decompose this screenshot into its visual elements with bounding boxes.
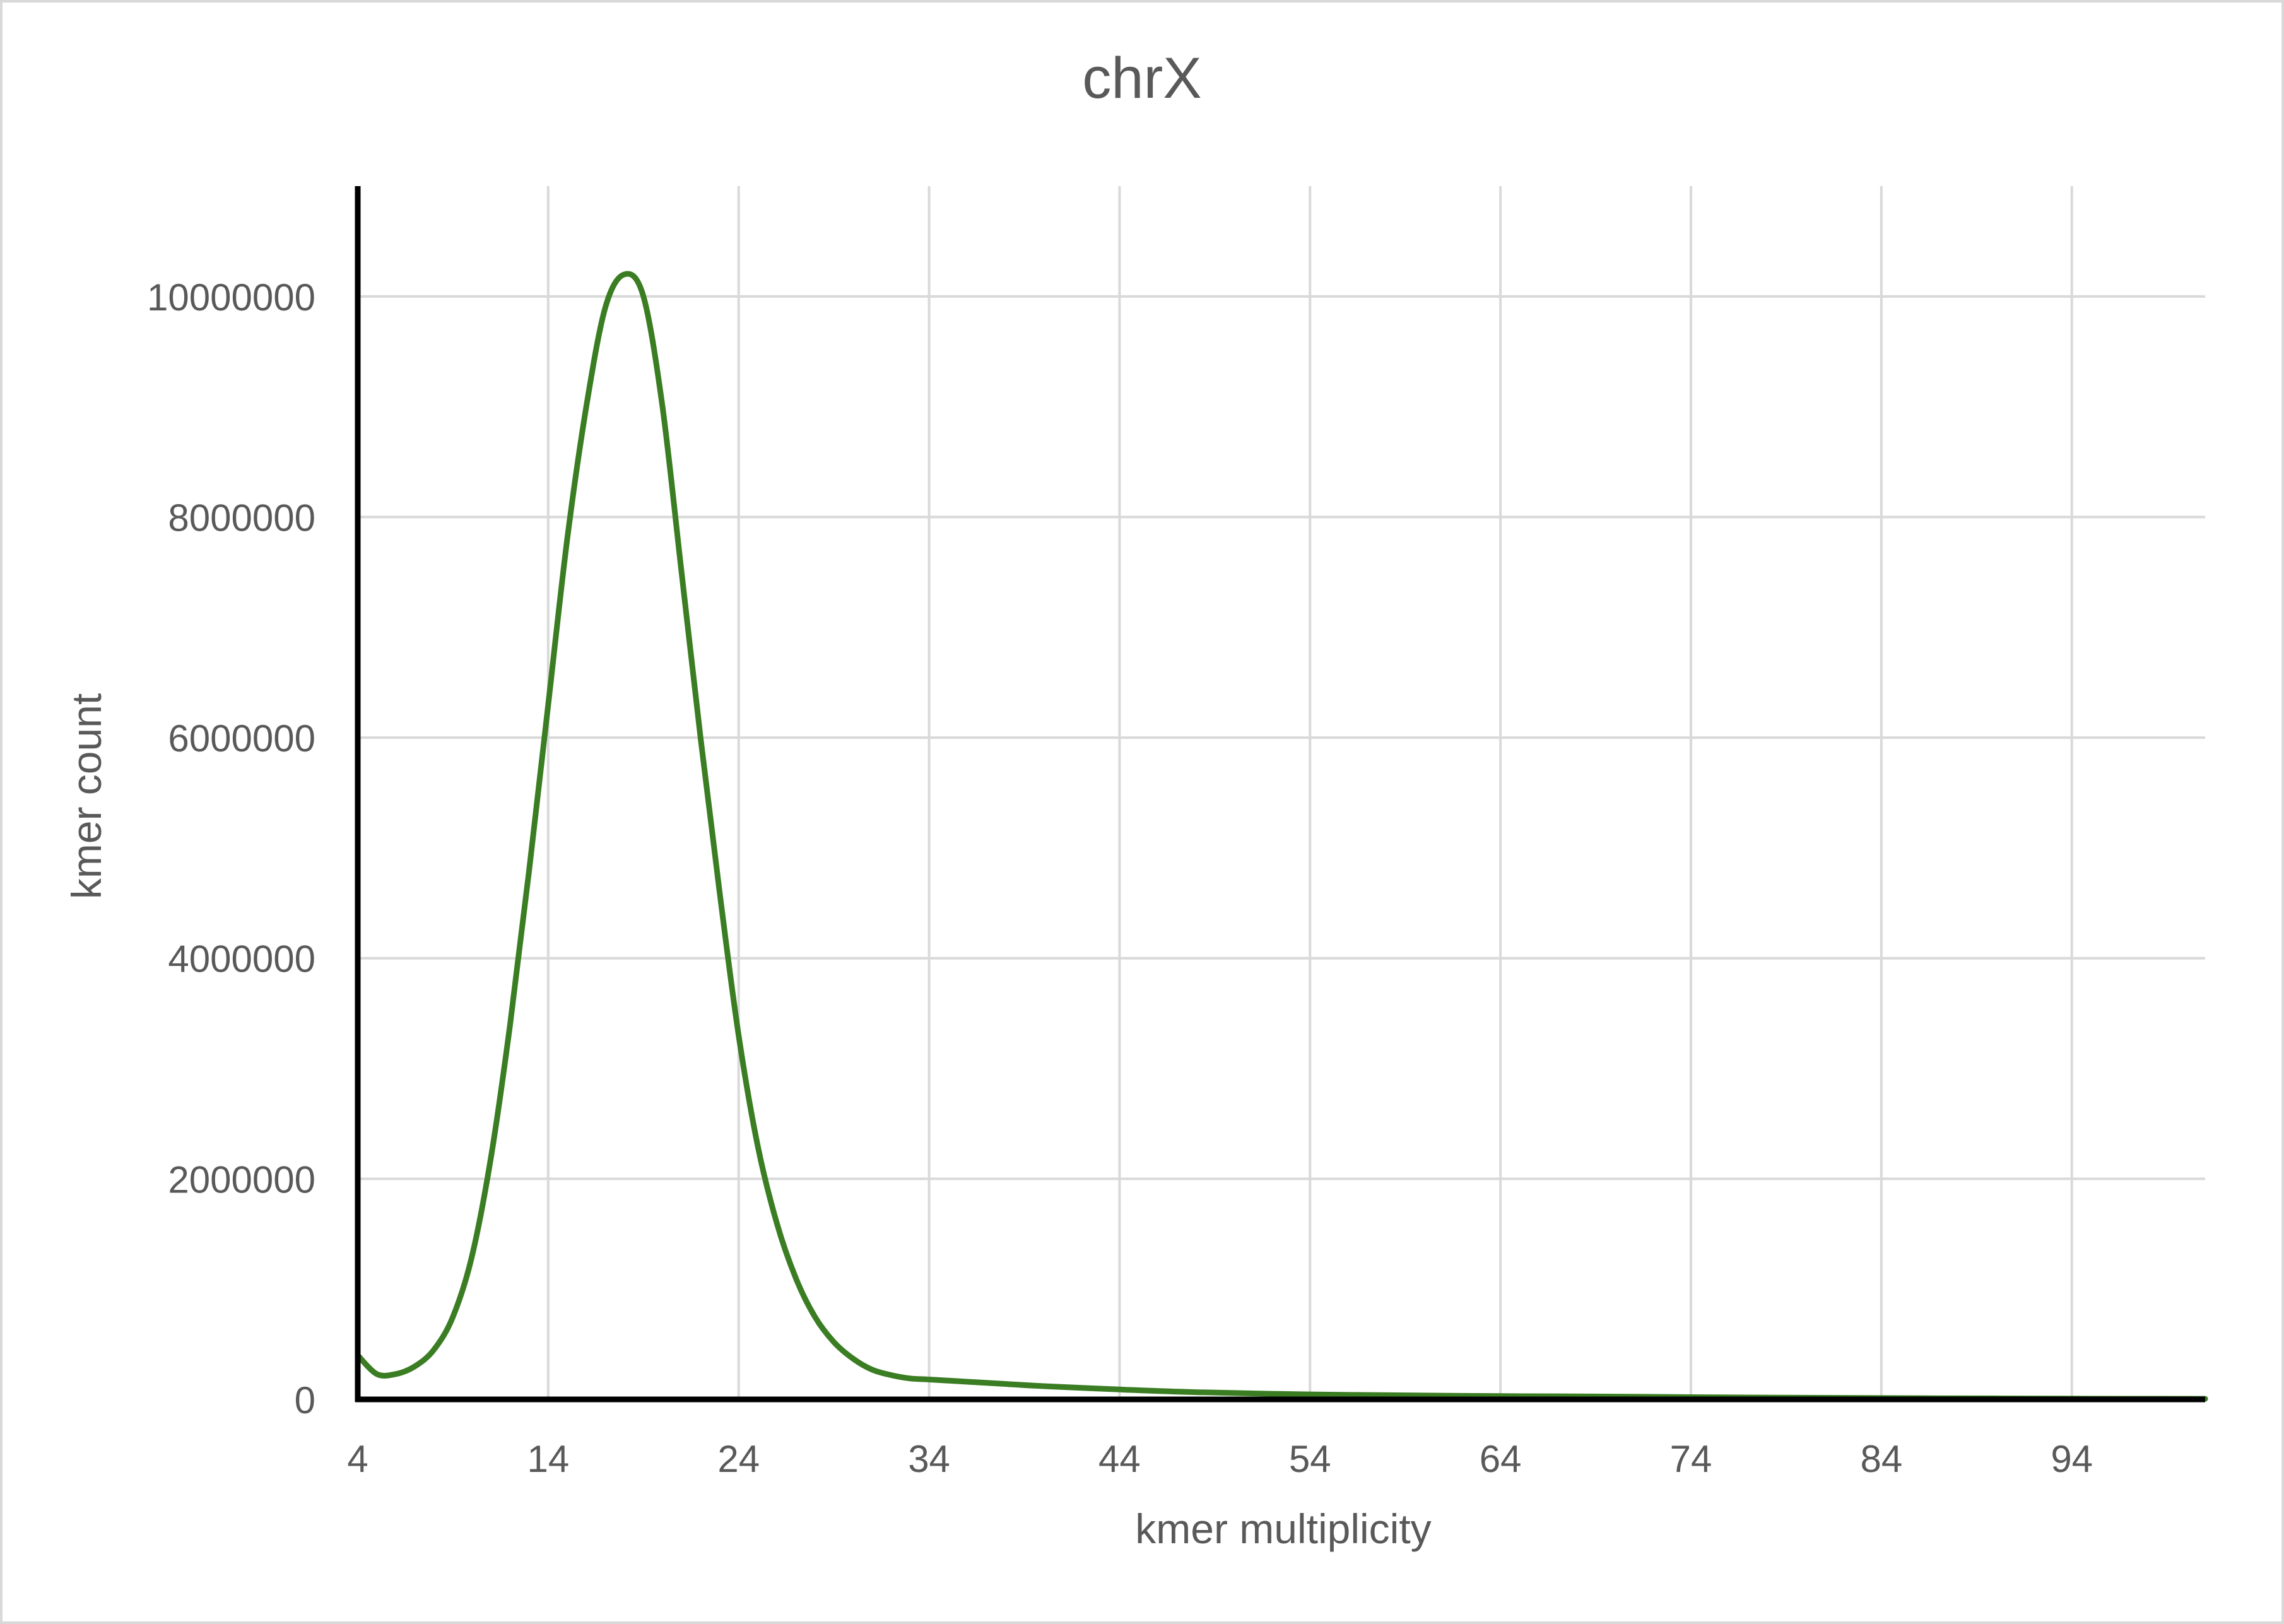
x-tick-label: 14 — [527, 1438, 569, 1480]
axes — [355, 186, 2205, 1403]
gridlines — [358, 186, 2205, 1399]
y-tick-label: 2000000 — [168, 1158, 315, 1201]
x-axis-title: kmer multiplicity — [1135, 1505, 1431, 1552]
x-axis-ticks: 4 14 24 34 44 54 64 74 84 94 — [347, 1438, 2093, 1480]
y-tick-label: 4000000 — [168, 938, 315, 980]
x-tick-label: 64 — [1480, 1438, 1522, 1480]
y-tick-label: 0 — [295, 1379, 315, 1421]
x-tick-label: 74 — [1670, 1438, 1712, 1480]
x-tick-label: 44 — [1098, 1438, 1141, 1480]
x-tick-label: 94 — [2051, 1438, 2093, 1480]
y-axis-title: kmer count — [63, 693, 110, 899]
chart-title: chrX — [1082, 46, 1201, 110]
x-tick-label: 24 — [717, 1438, 760, 1480]
x-tick-label: 84 — [1860, 1438, 1902, 1480]
y-tick-label: 6000000 — [168, 717, 315, 760]
x-tick-label: 54 — [1289, 1438, 1331, 1480]
series-line-0 — [355, 271, 2208, 1402]
x-tick-label: 4 — [347, 1438, 368, 1480]
y-tick-label: 8000000 — [168, 497, 315, 539]
y-axis-ticks: 0 2000000 4000000 6000000 8000000 10000000 — [147, 276, 315, 1421]
y-tick-label: 10000000 — [147, 276, 315, 319]
x-tick-label: 34 — [908, 1438, 950, 1480]
series-layer — [355, 271, 2208, 1402]
